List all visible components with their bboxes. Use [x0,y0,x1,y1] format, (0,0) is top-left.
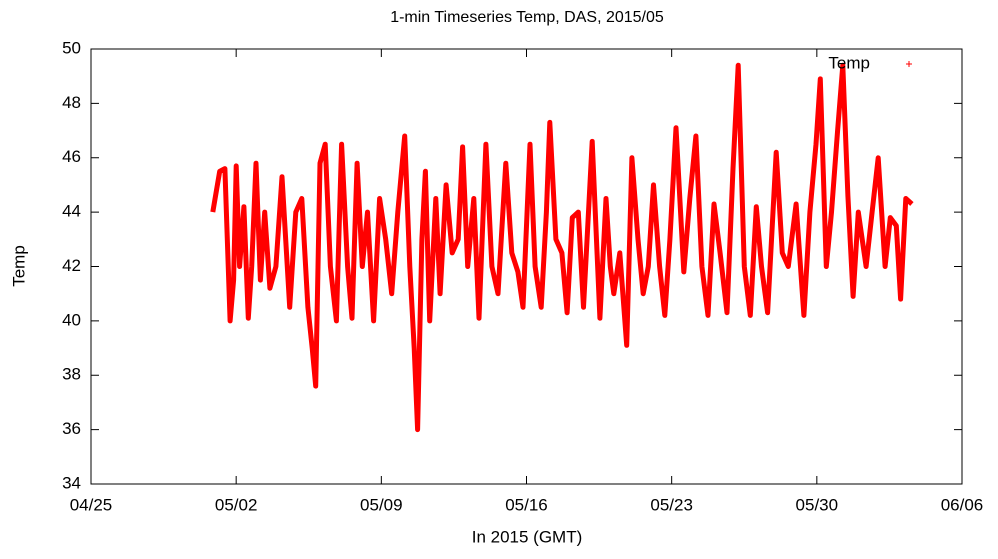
x-tick-label: 05/23 [650,495,693,514]
x-tick-label: 05/02 [215,495,258,514]
x-tick-label: 04/25 [70,495,113,514]
x-tick-label: 05/30 [796,495,839,514]
chart-title: 1-min Timeseries Temp, DAS, 2015/05 [390,9,664,26]
y-tick-label: 42 [62,256,81,275]
y-tick-label: 50 [62,38,81,57]
y-axis-label: Temp [9,245,28,287]
legend-label: Temp [828,53,870,72]
y-tick-label: 38 [62,365,81,384]
y-tick-label: 36 [62,419,81,438]
y-tick-label: 48 [62,93,81,112]
y-tick-label: 44 [62,202,81,221]
data-line [210,62,914,433]
y-tick-label: 34 [62,473,81,492]
x-tick-label: 05/16 [505,495,548,514]
x-axis-label: In 2015 (GMT) [472,527,583,546]
legend-marker [906,61,912,67]
x-tick-label: 05/09 [360,495,403,514]
y-tick-label: 46 [62,147,81,166]
y-tick-label: 40 [62,310,81,329]
x-tick-label: 06/06 [941,495,984,514]
